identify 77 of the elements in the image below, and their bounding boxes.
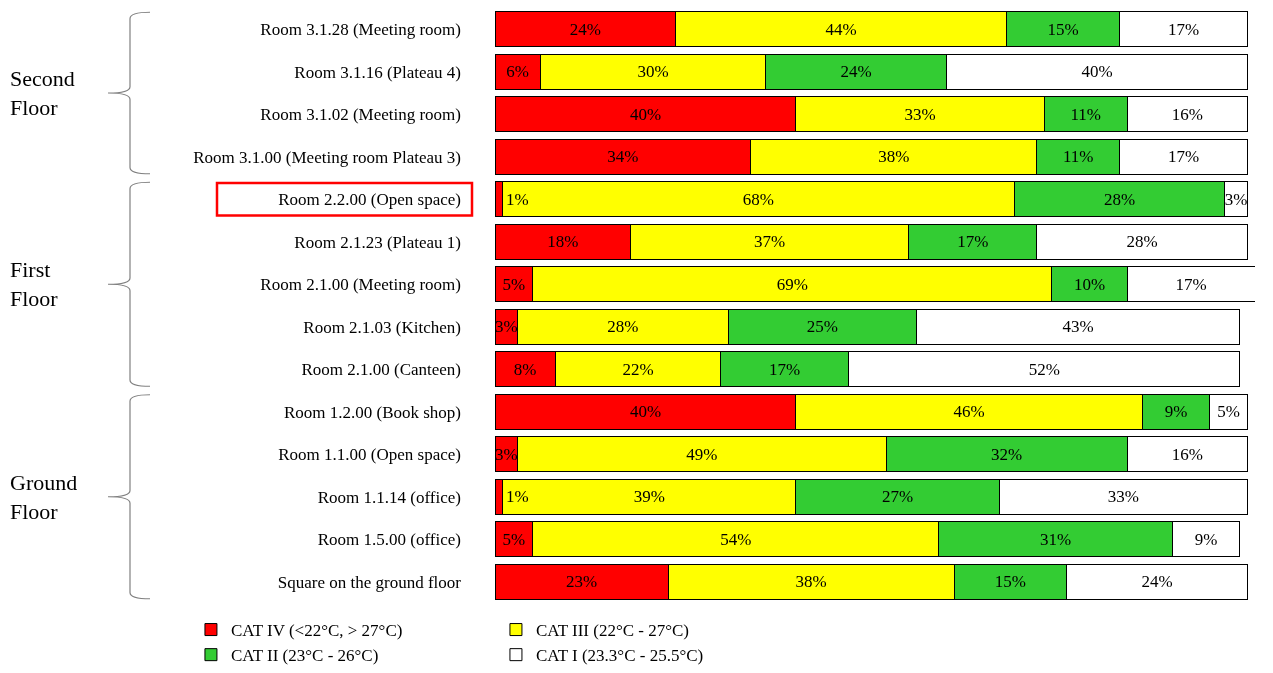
y-tick-label: Room 2.1.00 (Meeting room) (260, 275, 461, 295)
data-label: 69% (776, 274, 808, 294)
data-label: 54% (720, 529, 752, 549)
data-label: 8% (513, 359, 537, 379)
data-label: 17% (1175, 274, 1207, 294)
y-tick-label: Room 3.1.28 (Meeting room) (260, 20, 461, 40)
data-label: 22% (622, 359, 654, 379)
y-tick-label: Room 3.1.16 (Plateau 4) (294, 62, 461, 82)
y-tick-label: Room 1.2.00 (Book shop) (283, 402, 461, 422)
data-label: 16% (1171, 104, 1203, 124)
data-label: 17% (957, 232, 989, 252)
data-label: 40% (629, 104, 662, 124)
data-label: 3% (1224, 189, 1248, 209)
data-label: 30% (637, 62, 669, 82)
data-label: 27% (881, 487, 914, 507)
data-label: 9% (1164, 402, 1188, 422)
data-label: 15% (994, 572, 1027, 592)
data-label: 5% (502, 529, 526, 549)
data-label: 23% (565, 572, 598, 592)
data-label: 3% (494, 317, 518, 337)
y-tick-label: Room 2.2.00 (Open space) (278, 190, 461, 210)
data-label: 10% (1073, 274, 1106, 294)
data-label: 38% (878, 147, 910, 167)
data-label: 3% (494, 444, 518, 464)
data-label: 17% (1167, 147, 1200, 167)
data-label: 18% (547, 232, 579, 252)
data-label: 16% (1171, 444, 1203, 464)
legend-label: CAT I (23.3°C - 25.5°C) (535, 646, 704, 666)
data-label: 39% (633, 487, 665, 507)
legend-label: CAT III (22°C - 27°C) (535, 621, 690, 641)
text: Second Floor (10, 66, 75, 120)
y-tick-label: Room 1.1.00 (Open space) (278, 445, 461, 465)
data-label: 24% (569, 19, 601, 39)
data-label: 17% (1167, 19, 1200, 39)
data-label: 34% (607, 147, 639, 167)
data-label: 28% (1126, 232, 1158, 252)
data-label: 1% (506, 487, 529, 506)
y-tick-label: Room 2.1.23 (Plateau 1) (294, 232, 461, 252)
y-tick-label: Room 2.1.00 (Canteen) (301, 360, 461, 380)
text: Ground Floor (10, 470, 78, 524)
data-label: 40% (1081, 62, 1113, 82)
data-label: 37% (754, 232, 786, 252)
data-label: 43% (1062, 317, 1094, 337)
y-tick-label: Room 3.1.00 (Meeting room Plateau 3) (193, 147, 461, 167)
data-label: 28% (1103, 189, 1136, 209)
data-label: 24% (1141, 572, 1173, 592)
y-tick-label: Room 2.1.03 (Kitchen) (303, 317, 461, 337)
text: First Floor (10, 257, 59, 311)
data-label: 5% (502, 274, 526, 294)
data-label: 46% (953, 402, 985, 422)
data-label: 40% (629, 402, 662, 422)
data-label: 9% (1194, 529, 1218, 549)
legend-label: CAT II (23°C - 26°C) (230, 646, 379, 666)
data-label: 28% (607, 317, 639, 337)
data-label: 68% (742, 189, 774, 209)
data-label: 38% (795, 572, 827, 592)
legend-label: CAT IV (<22°C, > 27°C) (230, 621, 403, 641)
data-label: 25% (806, 317, 838, 337)
data-label: 15% (1047, 19, 1079, 39)
data-label: 11% (1062, 147, 1094, 167)
data-label: 52% (1028, 359, 1060, 379)
data-label: 11% (1070, 104, 1101, 124)
data-label: 33% (1107, 487, 1139, 507)
data-label: 24% (840, 62, 872, 82)
data-label: 33% (904, 104, 936, 124)
data-label: 1% (506, 190, 529, 209)
data-label: 32% (991, 444, 1023, 464)
data-label: 44% (825, 19, 857, 39)
data-label: 6% (506, 62, 529, 82)
y-tick-label: Square on the ground floor (277, 572, 462, 592)
data-label: 5% (1217, 402, 1240, 422)
data-label: 49% (686, 444, 718, 464)
y-tick-label: Room 3.1.02 (Meeting room) (260, 105, 461, 125)
y-tick-label: Room 1.5.00 (office) (317, 530, 461, 550)
data-label: 31% (1040, 529, 1072, 549)
y-tick-label: Room 1.1.14 (office) (317, 487, 461, 507)
data-label: 17% (769, 359, 801, 379)
